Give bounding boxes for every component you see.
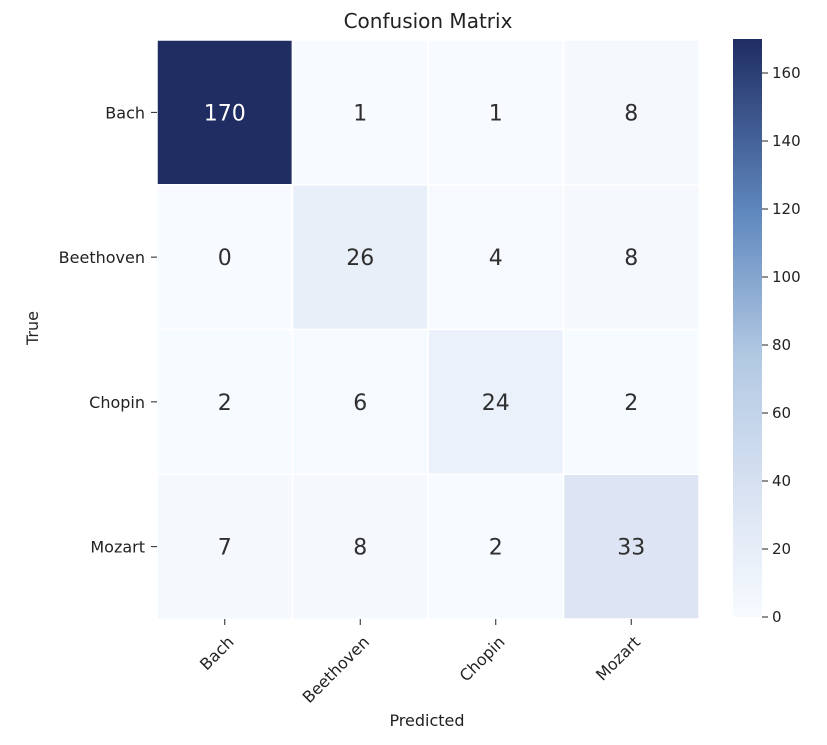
heatmap-cell-2-3 (562, 328, 700, 475)
heatmap-cell-label-0-0: 170 (204, 101, 246, 126)
y-tick-label-0: Bach (105, 103, 145, 122)
x-tick-label-0: Bach (196, 632, 238, 674)
colorbar-tick-label-4: 80 (772, 336, 791, 354)
heatmap-cell-label-1-2: 4 (489, 246, 503, 271)
heatmap-cell-label-2-0: 2 (218, 391, 232, 416)
heatmap-cell-3-3 (562, 473, 700, 620)
x-axis-ticks: Bach Beethoven Chopin Mozart (196, 619, 644, 707)
heatmap-cell-0-0 (156, 39, 294, 186)
y-tick-label-3: Mozart (90, 538, 145, 557)
heatmap-cell-0-3 (562, 39, 700, 186)
y-axis-ticks: Bach Beethoven Chopin Mozart (59, 103, 157, 557)
x-tick-label-2: Chopin (456, 632, 509, 685)
chart-title: Confusion Matrix (344, 9, 513, 33)
colorbar-tick-label-2: 40 (772, 472, 791, 490)
colorbar-tick-label-8: 160 (772, 64, 801, 82)
heatmap-cell-label-2-1: 6 (353, 391, 367, 416)
y-tick-label-2: Chopin (89, 393, 145, 412)
heatmap-cell-label-0-3: 8 (624, 101, 638, 126)
heatmap-cell-1-3 (562, 184, 700, 331)
heatmap-cell-2-1 (291, 328, 429, 475)
heatmap-cell-label-3-3: 33 (617, 536, 645, 561)
heatmap-cell-label-3-1: 8 (353, 536, 367, 561)
heatmap-cell-3-1 (291, 473, 429, 620)
x-tick-label-1: Beethoven (299, 632, 373, 706)
heatmap-cell-1-1 (291, 184, 429, 331)
heatmap-cell-0-2 (427, 39, 565, 186)
heatmap-cell-label-0-2: 1 (489, 101, 503, 126)
colorbar-tick-label-5: 100 (772, 268, 801, 286)
colorbar: 0 20 40 60 80 100 120 140 160 (733, 39, 801, 626)
heatmap-cell-label-3-0: 7 (218, 536, 232, 561)
heatmap-cell-3-0 (156, 473, 294, 620)
heatmap-cell-3-2 (427, 473, 565, 620)
heatmap-cell-label-1-3: 8 (624, 246, 638, 271)
heatmap-cell-0-1 (291, 39, 429, 186)
colorbar-tick-label-0: 0 (772, 608, 782, 626)
x-tick-label-3: Mozart (592, 632, 644, 684)
colorbar-tick-label-1: 20 (772, 540, 791, 558)
heatmap-cell-label-0-1: 1 (353, 101, 367, 126)
heatmap-cell-label-2-3: 2 (624, 391, 638, 416)
y-tick-label-1: Beethoven (59, 248, 145, 267)
colorbar-gradient (733, 39, 762, 617)
heatmap-cell-label-1-1: 26 (346, 246, 374, 271)
heatmap-cell-label-2-2: 24 (482, 391, 510, 416)
x-axis-label: Predicted (389, 711, 464, 730)
heatmap-cell-1-0 (156, 184, 294, 331)
colorbar-tick-label-3: 60 (772, 404, 791, 422)
colorbar-tick-label-7: 140 (772, 132, 801, 150)
colorbar-tick-label-6: 120 (772, 200, 801, 218)
heatmap-cell-label-3-2: 2 (489, 536, 503, 561)
heatmap-cell-label-1-0: 0 (218, 246, 232, 271)
heatmap: 170 1 1 80 26 4 82 6 24 27 8 2 33 (156, 39, 700, 620)
y-axis-label: True (23, 311, 42, 346)
